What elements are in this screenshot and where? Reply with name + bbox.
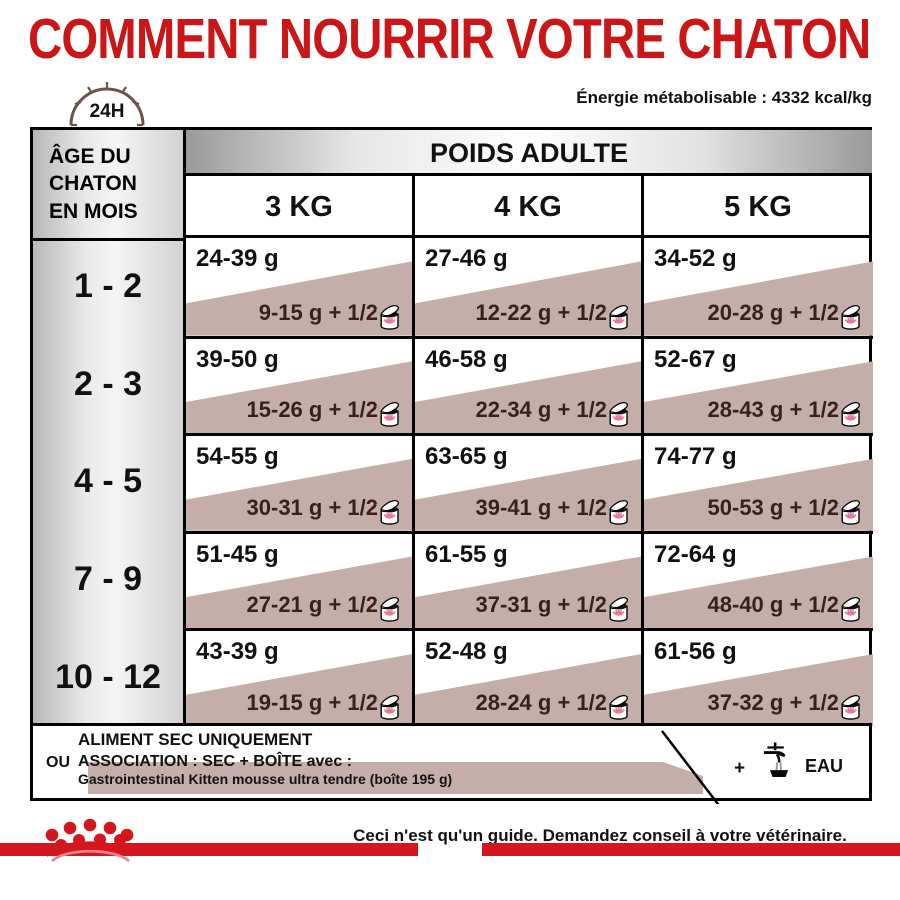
svg-text:24H: 24H [90,101,125,122]
